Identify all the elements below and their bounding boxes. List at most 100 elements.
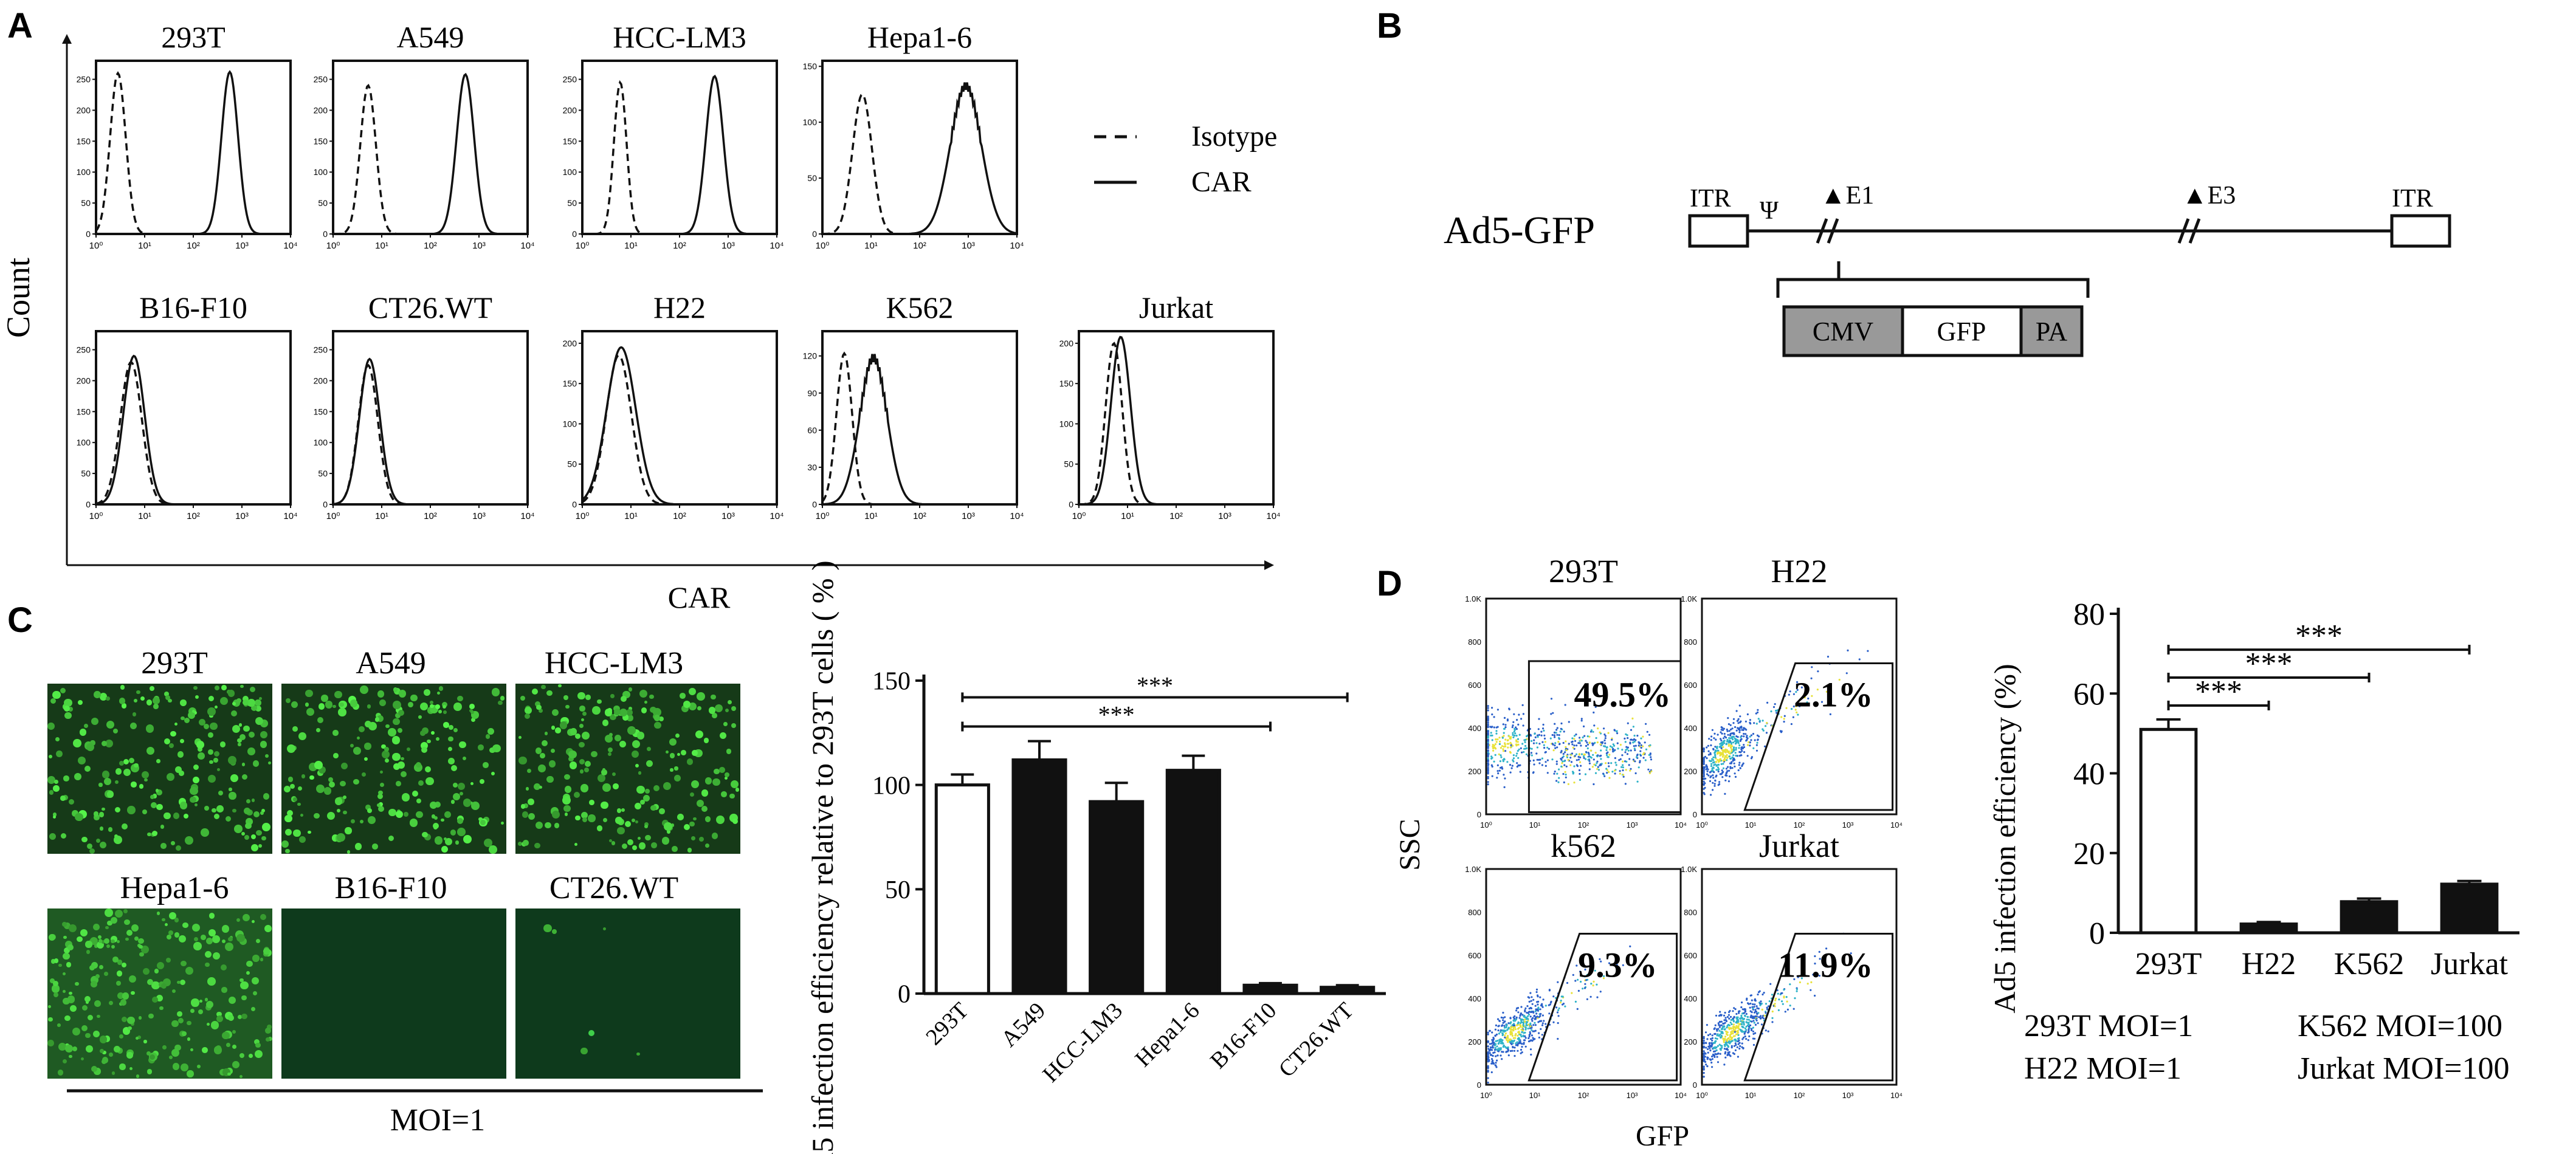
cell-spot bbox=[137, 1036, 141, 1039]
cell-spot bbox=[79, 729, 87, 736]
scatter-point bbox=[1572, 746, 1574, 749]
scatter-point bbox=[1574, 1000, 1577, 1003]
cell-spot bbox=[698, 836, 704, 842]
gfp-label: GFP bbox=[1937, 317, 1986, 346]
scatter-point bbox=[1762, 1015, 1765, 1017]
cell-spot bbox=[230, 710, 237, 716]
cell-spot bbox=[164, 812, 171, 820]
scatter-point bbox=[1732, 1032, 1734, 1035]
scatter-point bbox=[1628, 764, 1630, 766]
cell-spot bbox=[246, 970, 250, 975]
scatter-point bbox=[1573, 735, 1576, 737]
category-label-jurkat: Jurkat bbox=[2431, 947, 2509, 981]
scatter-point bbox=[1717, 759, 1719, 761]
cell-spot bbox=[55, 737, 60, 742]
scatter-point bbox=[1725, 768, 1727, 770]
cell-spot bbox=[287, 744, 296, 753]
scatter-point bbox=[1534, 1005, 1537, 1007]
scatter-point bbox=[1745, 1021, 1748, 1023]
scatter-point bbox=[1723, 1019, 1726, 1022]
scatter-point bbox=[1487, 723, 1489, 726]
scatter-point bbox=[1567, 783, 1569, 785]
scatter-point bbox=[1703, 1072, 1705, 1074]
cell-spot bbox=[703, 738, 709, 743]
scatter-xtick-k562: 10⁴ bbox=[1675, 1091, 1687, 1100]
scatter-point bbox=[1520, 1021, 1523, 1023]
cell-spot bbox=[213, 1046, 222, 1054]
cell-spot bbox=[501, 821, 505, 825]
scatter-point bbox=[1487, 781, 1489, 783]
scatter-point bbox=[1788, 693, 1790, 696]
cell-spot bbox=[218, 790, 224, 796]
cell-spot bbox=[136, 1074, 139, 1078]
cell-spot bbox=[174, 766, 182, 774]
scatter-point bbox=[1811, 695, 1813, 697]
scatter-point bbox=[1610, 745, 1612, 747]
scatter-point bbox=[1710, 765, 1713, 768]
cell-spot bbox=[212, 952, 221, 960]
cell-spot bbox=[74, 772, 82, 781]
hist-xtick-label-ct26-wt: 10¹ bbox=[375, 511, 388, 521]
scatter-point bbox=[1503, 786, 1506, 788]
scatter-point bbox=[1737, 741, 1740, 743]
cell-spot bbox=[438, 710, 442, 713]
cell-spot bbox=[321, 695, 328, 702]
cell-spot bbox=[62, 972, 66, 976]
cell-spot bbox=[221, 987, 227, 993]
scatter-point bbox=[1629, 769, 1631, 772]
micro-label-ct26wt: CT26.WT bbox=[549, 871, 678, 905]
scatter-point bbox=[1741, 764, 1743, 768]
hist-ytick-label-a549: 200 bbox=[314, 105, 328, 115]
scatter-point bbox=[1716, 1056, 1718, 1058]
scatter-point bbox=[1524, 1026, 1527, 1029]
scatter-point bbox=[1599, 764, 1601, 767]
scatter-point bbox=[1523, 750, 1525, 754]
cell-spot bbox=[213, 751, 220, 757]
hist-xtick-label-jurkat: 10² bbox=[1169, 511, 1183, 521]
scatter-point bbox=[1761, 1016, 1764, 1019]
cell-spot bbox=[404, 812, 408, 817]
scatter-point bbox=[1608, 962, 1611, 964]
scatter-point bbox=[1795, 691, 1797, 693]
scatter-point bbox=[1578, 753, 1581, 755]
scatter-point bbox=[1534, 736, 1537, 738]
scatter-point bbox=[1538, 718, 1540, 720]
scatter-point bbox=[1795, 705, 1797, 707]
scatter-point bbox=[1703, 769, 1705, 772]
scatter-point bbox=[1541, 1022, 1544, 1025]
scatter-point bbox=[1763, 1014, 1766, 1017]
scatter-point bbox=[1560, 727, 1562, 730]
scatter-point bbox=[1630, 738, 1633, 741]
scatter-point bbox=[1644, 741, 1646, 744]
scatter-ytick-jurkat: 400 bbox=[1684, 994, 1697, 1003]
scatter-point bbox=[1592, 754, 1594, 756]
scatter-point bbox=[1710, 769, 1713, 772]
y-tick-label: 100 bbox=[872, 772, 911, 800]
scatter-point bbox=[1534, 733, 1536, 735]
scatter-point bbox=[1517, 1049, 1519, 1052]
scatter-point bbox=[1517, 738, 1520, 740]
scatter-point bbox=[1487, 739, 1489, 741]
cell-spot bbox=[245, 817, 253, 825]
hist-title-hepa1-6: Hepa1-6 bbox=[867, 20, 972, 54]
cell-spot bbox=[164, 691, 170, 697]
scatter-point bbox=[1741, 1042, 1743, 1045]
scatter-point bbox=[1715, 746, 1718, 749]
scatter-point bbox=[1720, 747, 1723, 750]
hist-xtick-label-hcc-lm3: 10⁴ bbox=[770, 241, 783, 251]
scatter-point bbox=[1572, 771, 1575, 774]
scatter-point bbox=[1738, 1037, 1740, 1039]
scatter-point bbox=[1531, 1003, 1534, 1005]
scatter-point bbox=[1703, 750, 1705, 753]
scatter-point bbox=[1733, 1045, 1736, 1047]
scatter-title-293t: 293T bbox=[1549, 553, 1618, 589]
scatter-point bbox=[1487, 746, 1489, 748]
scatter-point bbox=[1608, 771, 1610, 774]
scatter-point bbox=[1730, 1027, 1732, 1029]
scatter-point bbox=[1587, 752, 1589, 754]
scatter-point bbox=[1511, 1034, 1514, 1037]
scatter-point bbox=[1726, 728, 1728, 731]
scatter-point bbox=[1726, 1031, 1728, 1033]
cell-spot bbox=[645, 835, 651, 841]
